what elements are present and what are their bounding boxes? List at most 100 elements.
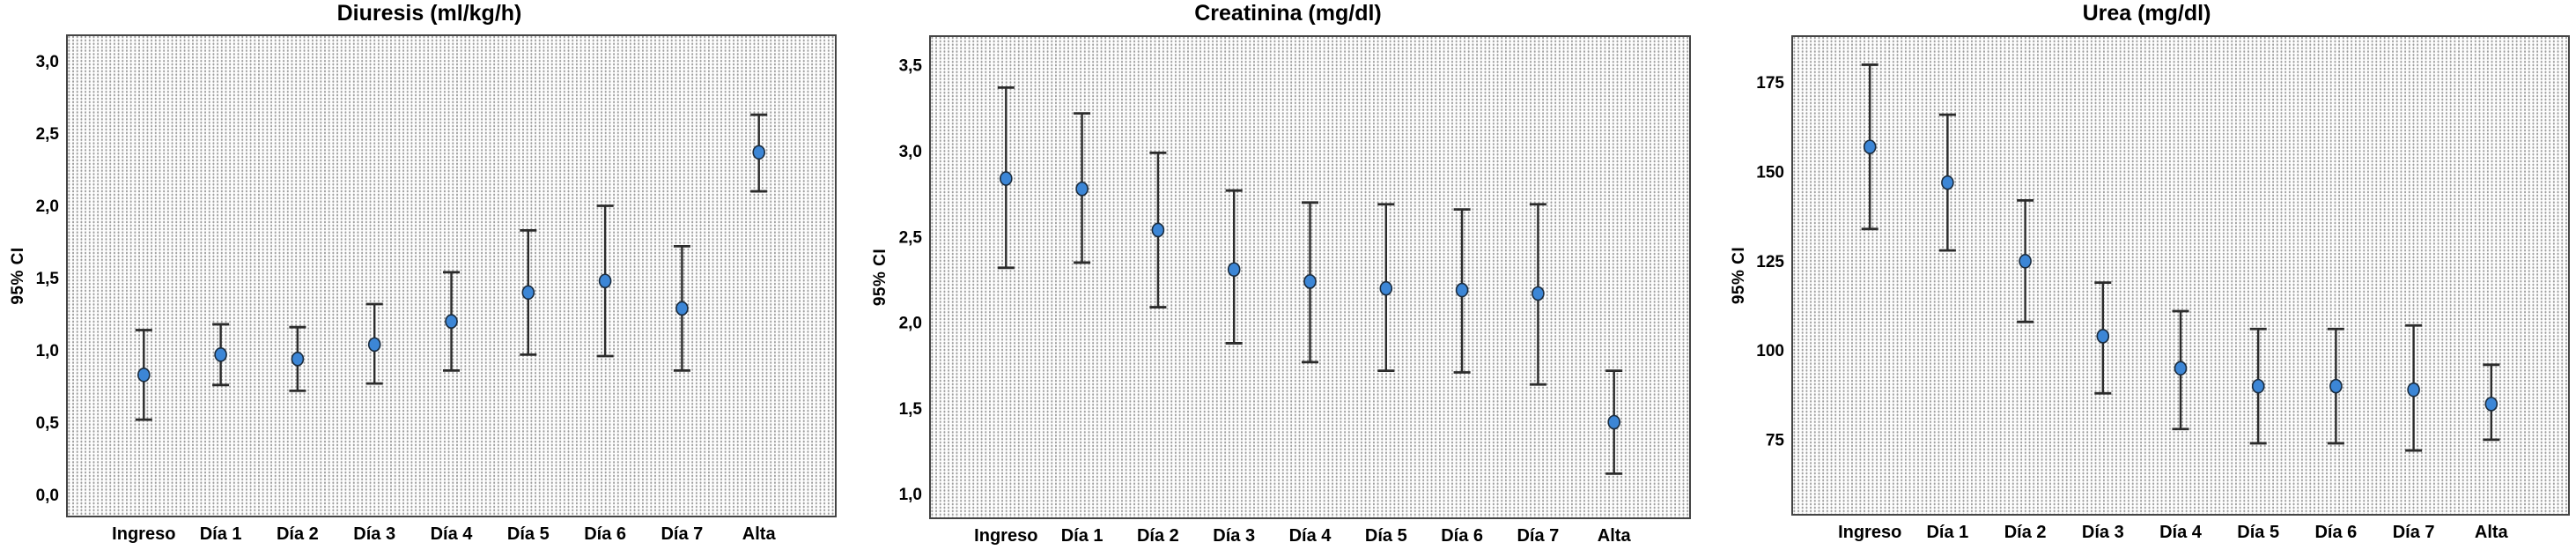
mean-marker bbox=[1941, 175, 1954, 190]
mean-marker bbox=[1379, 280, 1393, 296]
error-bar-group bbox=[673, 244, 690, 372]
mean-marker bbox=[291, 351, 305, 367]
x-tick-label: Alta bbox=[1598, 526, 1632, 546]
mean-marker bbox=[598, 273, 612, 289]
x-tick-label: Día 2 bbox=[277, 524, 319, 544]
y-tick-label: 1,0 bbox=[899, 486, 922, 504]
chart-panel-urea: Urea (mg/dl) 175 150 125 100 75 95% CI Ingreso… bbox=[1717, 0, 2576, 550]
y-tick-label: 3,0 bbox=[899, 143, 922, 161]
x-tick-label: Día 6 bbox=[2314, 523, 2357, 542]
x-tick-label: Día 2 bbox=[1137, 526, 1179, 546]
x-tick-label: Día 7 bbox=[2393, 523, 2435, 542]
error-bar-group bbox=[2405, 323, 2423, 452]
mean-marker bbox=[2407, 382, 2420, 398]
error-bar-group bbox=[1529, 203, 1546, 386]
plot-svg: 175 150 125 100 75 95% CI Ingreso Día 1 Día 2 Día… bbox=[1730, 35, 2570, 542]
mean-marker bbox=[214, 347, 227, 362]
x-tick-label: Día 4 bbox=[1289, 526, 1332, 546]
y-tick-label: 0,5 bbox=[36, 414, 60, 433]
error-bar-group bbox=[1605, 369, 1623, 475]
mean-marker bbox=[2484, 397, 2498, 412]
error-bar-group bbox=[520, 228, 537, 356]
mean-marker bbox=[1075, 181, 1089, 197]
x-tick-label: Ingreso bbox=[974, 526, 1037, 546]
error-bar-group bbox=[596, 204, 614, 358]
y-tick-label: 75 bbox=[1766, 431, 1785, 450]
error-bar-group bbox=[289, 325, 306, 392]
y-tick-label: 1,5 bbox=[36, 270, 60, 288]
mean-marker bbox=[2329, 378, 2343, 394]
y-tick-label: 1,5 bbox=[899, 400, 923, 419]
x-tick-label: Día 1 bbox=[1926, 523, 1968, 542]
y-tick-label: 100 bbox=[1756, 342, 1784, 360]
error-bar-group bbox=[2483, 363, 2500, 442]
error-bar-group bbox=[2172, 309, 2189, 431]
mean-marker bbox=[1532, 286, 1545, 301]
mean-marker bbox=[2096, 329, 2110, 344]
y-tick-label: 2,5 bbox=[36, 125, 60, 144]
mean-marker bbox=[1607, 414, 1621, 430]
y-tick-label: 3,5 bbox=[899, 57, 923, 76]
error-bar-group bbox=[1377, 203, 1395, 372]
y-tick-label: 2,0 bbox=[36, 197, 59, 216]
mean-marker bbox=[2019, 253, 2032, 269]
x-tick-label: Día 5 bbox=[507, 524, 550, 544]
error-bar-group bbox=[2094, 281, 2112, 395]
mean-marker bbox=[1000, 171, 1013, 186]
x-tick-label: Día 1 bbox=[1061, 526, 1103, 546]
mean-marker bbox=[521, 285, 535, 301]
x-tick-label: Día 1 bbox=[200, 524, 242, 544]
plot-border bbox=[929, 35, 1691, 519]
plot-svg: 3,5 3,0 2,5 2,0 1,5 1,0 95% CI Ingreso Día 1 Día … bbox=[871, 35, 1691, 546]
chart-title: Urea (mg/dl) bbox=[2082, 1, 2211, 26]
error-bar-group bbox=[750, 113, 768, 193]
x-tick-label: Día 6 bbox=[1441, 526, 1483, 546]
error-bar-group bbox=[1074, 112, 1091, 264]
mean-marker bbox=[445, 314, 458, 329]
error-bar-group bbox=[1453, 208, 1471, 374]
chart-panel-diuresis: Diuresis (ml/kg/h) 3,0 2,5 2,0 1,5 1,0 0,5 0,0… bbox=[0, 0, 859, 550]
y-tick-label: 150 bbox=[1756, 163, 1784, 182]
error-bar-group bbox=[1938, 113, 1956, 252]
error-bar-group bbox=[1302, 201, 1318, 364]
mean-marker bbox=[2174, 360, 2188, 376]
y-tick-label: 3,0 bbox=[36, 53, 59, 71]
error-bar-group bbox=[1861, 63, 1878, 231]
chart-title: Diuresis (ml/kg/h) bbox=[336, 1, 522, 26]
y-tick-label: 2,5 bbox=[899, 228, 923, 247]
mean-marker bbox=[367, 337, 381, 353]
x-tick-label: Alta bbox=[2475, 523, 2509, 542]
chart-title: Creatinina (mg/dl) bbox=[1194, 1, 1382, 26]
x-tick-label: Ingreso bbox=[1838, 523, 1901, 542]
x-tick-label: Día 7 bbox=[1517, 526, 1559, 546]
mean-marker bbox=[1227, 262, 1241, 278]
mean-marker bbox=[2251, 378, 2265, 394]
error-bar-group bbox=[997, 85, 1015, 270]
y-tick-label: 2,0 bbox=[899, 315, 922, 333]
mean-marker bbox=[1151, 222, 1165, 238]
error-bar-group bbox=[2017, 199, 2034, 323]
x-tick-label: Día 6 bbox=[584, 524, 626, 544]
y-axis-label: 95% CI bbox=[9, 247, 27, 304]
y-axis-label: 95% CI bbox=[1730, 247, 1748, 304]
mean-marker bbox=[1863, 139, 1877, 154]
error-bar-group bbox=[1149, 151, 1167, 308]
y-tick-label: 125 bbox=[1756, 253, 1784, 271]
x-tick-label: Día 3 bbox=[1213, 526, 1255, 546]
mean-marker bbox=[137, 368, 151, 383]
mean-marker bbox=[675, 301, 689, 316]
x-tick-label: Día 5 bbox=[2237, 523, 2279, 542]
y-axis-label: 95% CI bbox=[871, 249, 889, 306]
x-tick-label: Alta bbox=[742, 524, 777, 544]
error-bar-group bbox=[212, 323, 230, 387]
x-tick-label: Día 3 bbox=[2082, 523, 2124, 542]
plot-border bbox=[1791, 35, 2570, 516]
plot-border bbox=[66, 34, 837, 517]
error-bar-group bbox=[365, 302, 383, 385]
error-bar-group bbox=[2327, 327, 2344, 445]
y-tick-label: 1,0 bbox=[36, 342, 59, 360]
plot-background bbox=[1792, 36, 2569, 515]
mean-marker bbox=[1303, 274, 1317, 289]
mean-marker bbox=[752, 145, 766, 160]
